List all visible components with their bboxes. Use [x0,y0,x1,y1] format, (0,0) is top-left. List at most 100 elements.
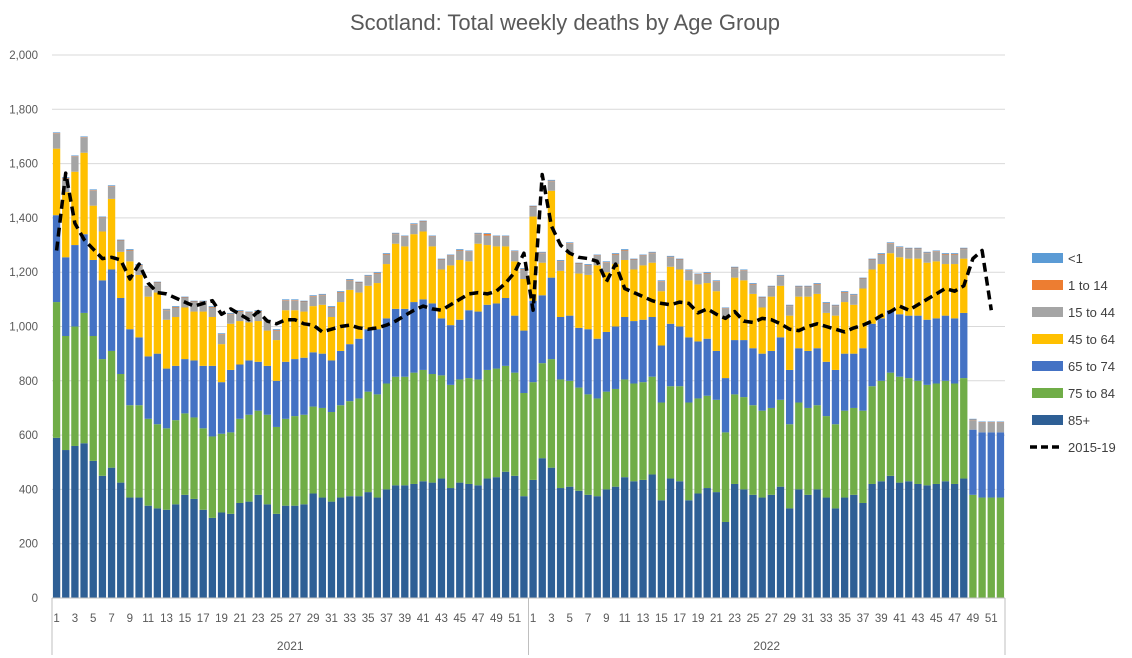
bar-segment [703,488,711,598]
bar-segment [676,258,684,260]
bar-segment [300,357,308,415]
bar-segment [950,253,959,255]
bar-segment [62,257,70,337]
bar-segment [382,254,391,265]
bar-segment [795,285,803,287]
bar-segment [309,296,317,307]
bar-segment [428,236,436,247]
bar-segment [648,252,656,254]
bar-segment [419,231,427,300]
bar-segment [520,393,528,497]
bar-segment [804,350,812,408]
bar-segment [153,353,162,425]
bar-segment [978,422,986,433]
bar-segment [465,261,473,311]
bar-segment [428,303,436,375]
bar-segment [401,236,409,237]
x-tick-label: 13 [160,613,173,625]
bar-segment [850,353,858,408]
bar-segment [107,269,116,351]
bar-segment [391,234,400,244]
bar-segment [712,350,721,400]
bar-segment [254,410,262,495]
bar-segment [960,312,968,379]
bar-segment [776,274,785,276]
bar-segment [712,492,721,598]
bar-segment [731,268,739,278]
bar-segment [71,156,79,157]
bar-segment [520,496,528,598]
bar-segment [868,259,876,270]
bar-segment [135,497,143,598]
bar-segment [208,306,217,308]
bar-segment [822,361,830,417]
bar-segment [556,270,565,317]
x-tick-label: 21 [233,613,246,625]
bar-segment [932,483,940,598]
bar-segment [501,471,510,598]
bar-segment [474,311,482,380]
bar-segment [923,319,931,385]
bar-segment [831,305,840,307]
bar-segment [813,489,821,598]
x-tick-label: 5 [90,613,96,625]
bar-segment [895,257,904,315]
bar-segment [914,483,922,598]
bar-segment [511,315,519,373]
bar-segment [71,156,79,172]
baseline-line [54,171,994,334]
bar-segment [813,283,821,285]
bar-segment [162,319,171,369]
bar-segment [446,254,455,256]
bar-segment [291,300,299,301]
bar-segment [758,307,766,354]
x-tick-label: 17 [197,613,210,625]
bar-segment [190,498,198,598]
bar-segment [584,329,592,395]
bar-segment [465,251,473,262]
bar-segment [685,402,693,501]
bar-segment [694,493,702,598]
bar-segment [272,426,281,514]
bar-segment [465,251,473,252]
bar-segment [758,497,766,598]
x-tick-label: 1 [530,613,536,625]
x-tick-label: 37 [857,613,870,625]
bar-segment [877,318,885,381]
bar-segment [181,307,189,360]
x-tick-label: 17 [673,613,686,625]
bar-segment [529,300,537,383]
bar-segment [556,316,565,380]
bar-segment [758,297,766,308]
bar-segment [905,249,913,259]
bar-segment [373,273,381,274]
bar-segment [721,432,730,522]
bar-segment [895,247,904,258]
bar-segment [346,279,354,281]
bar-segment [291,505,299,598]
bar-segment [538,253,546,263]
bar-segment [822,302,830,304]
bar-segment [227,432,235,514]
bar-segment [181,359,189,414]
bar-segment [877,253,885,255]
bar-segment [117,251,125,298]
bar-segment [190,311,198,361]
bar-segment [309,352,317,407]
bar-segment [117,297,125,375]
bar-segment [98,217,107,232]
bar-segment [300,302,308,312]
bar-segment [520,330,528,394]
bar-segment [905,481,913,598]
bar-segment [676,481,684,598]
bar-segment [749,293,757,349]
bar-segment [758,410,766,498]
bar-segment [749,405,757,495]
bar-segment [190,417,198,499]
bar-segment [905,258,913,316]
bar-segment [465,310,473,379]
legend-label: 75 to 84 [1068,386,1115,401]
bar-segment [501,236,510,237]
bar-segment [272,513,281,598]
bar-segment [318,293,326,295]
